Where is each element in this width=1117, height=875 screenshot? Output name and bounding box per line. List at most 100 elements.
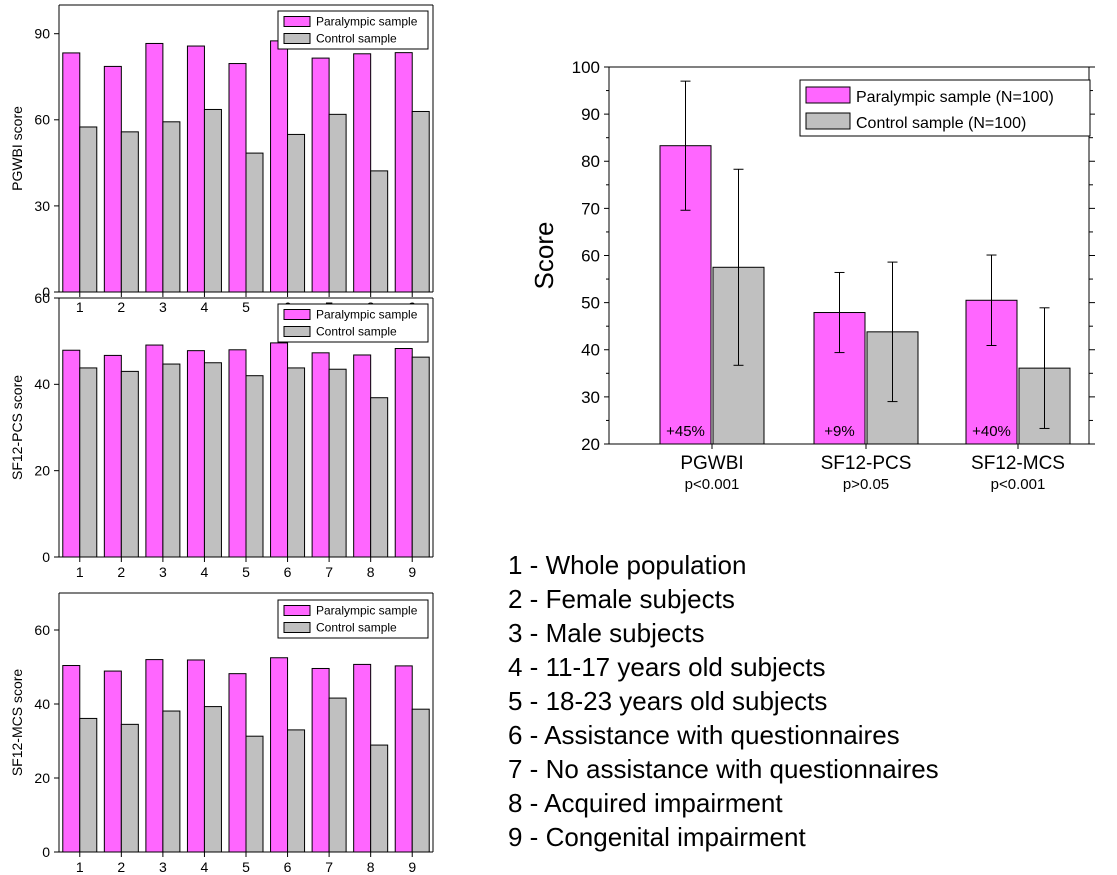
legend-swatch-paralympic <box>283 16 311 27</box>
group-legend-item-3: 3 - Male subjects <box>508 618 705 648</box>
x-sublabel-1: p<0.001 <box>685 476 740 493</box>
chart-legend: Paralympic sample Control sample <box>277 303 429 343</box>
x-tick-label-5: 5 <box>242 859 250 875</box>
chart-legend: Paralympic sample Control sample <box>277 599 429 639</box>
chart-panel-2: 1 2 3 4 5 6 7 8 9 0 20 40 60 SF12-PCS score Paralympic… <box>9 290 434 580</box>
y-tick-label-4: 60 <box>34 622 50 638</box>
bar-control-8 <box>370 397 389 558</box>
x-tick-label-9: 9 <box>408 564 416 580</box>
y-tick-label-4: 90 <box>34 26 50 42</box>
bar-annotation-3: +40% <box>972 423 1011 440</box>
bar-control-7 <box>328 368 347 558</box>
legend-label-paralympic: Paralympic sample (N=100) <box>856 89 1054 106</box>
group-legend-item-5: 5 - 18-23 years old subjects <box>508 686 828 716</box>
y-tick-label-1: 0 <box>42 549 50 565</box>
bar-paralympic-8 <box>353 53 372 293</box>
legend-label-paralympic: Paralympic sample <box>316 15 418 29</box>
x-tick-label-1: 1 <box>76 859 84 875</box>
y-tick-label-2: 20 <box>34 463 50 479</box>
bar-paralympic-2 <box>103 670 122 853</box>
bar-paralympic-8 <box>353 354 372 558</box>
x-tick-label-8: 8 <box>367 859 375 875</box>
y-tick-label-6: 70 <box>581 199 600 218</box>
x-tick-label-6: 6 <box>284 564 292 580</box>
x-tick-label-1: 1 <box>76 564 84 580</box>
legend-label-paralympic: Paralympic sample <box>316 308 418 322</box>
x-tick-label-3: 3 <box>159 299 167 315</box>
y-tick-label-3: 60 <box>34 112 50 128</box>
bar-paralympic-5 <box>228 349 247 558</box>
group-legend-item-8: 8 - Acquired impairment <box>508 788 783 818</box>
y-tick-label-2: 30 <box>581 388 600 407</box>
x-tick-label-2: 2 <box>117 299 125 315</box>
legend-label-control: Control sample (N=100) <box>856 115 1026 132</box>
bar-annotation-2: +9% <box>824 423 854 440</box>
bar-paralympic-1 <box>62 665 81 853</box>
bar-control-3 <box>162 710 181 853</box>
y-tick-label-2: 30 <box>34 198 50 214</box>
chart-panel-3: 1 2 3 4 5 6 7 8 9 0 20 40 60 SF12-MCS score Paralympic… <box>9 592 434 875</box>
bar-control-4 <box>203 362 222 558</box>
chart-legend: Paralympic sample Control sample <box>277 10 429 50</box>
bar-control-4 <box>203 108 222 293</box>
x-tick-label-3: 3 <box>159 859 167 875</box>
x-tick-label-5: 5 <box>242 564 250 580</box>
chart-legend: Paralympic sample (N=100) Control sample … <box>799 79 1091 137</box>
bar-paralympic-7 <box>311 57 330 293</box>
bar-paralympic-3 <box>145 659 164 853</box>
bar-control-5 <box>245 152 264 293</box>
bar-control-1 <box>79 126 98 293</box>
legend-label-control: Control sample <box>316 325 397 339</box>
bar-paralympic-6 <box>270 40 289 293</box>
x-tick-label-4: 4 <box>201 564 209 580</box>
legend-label-control: Control sample <box>316 621 397 635</box>
x-tick-label-7: 7 <box>325 564 333 580</box>
bar-control-3 <box>162 363 181 558</box>
x-tick-label-2: 2 <box>117 859 125 875</box>
bar-paralympic-8 <box>353 663 372 853</box>
y-tick-label-7: 80 <box>581 152 600 171</box>
y-tick-label-8: 90 <box>581 105 600 124</box>
bar-control-1 <box>79 367 98 558</box>
bar-paralympic-9 <box>394 665 413 853</box>
bar-control-7 <box>328 113 347 293</box>
legend-label-paralympic: Paralympic sample <box>316 604 418 618</box>
y-tick-label-1: 20 <box>581 435 600 454</box>
bar-paralympic-4 <box>186 45 205 293</box>
bar-control-6 <box>287 729 306 853</box>
bar-paralympic-9 <box>394 52 413 293</box>
x-tick-label-4: 4 <box>201 859 209 875</box>
bar-paralympic-7 <box>311 352 330 558</box>
x-tick-label-3: 3 <box>159 564 167 580</box>
bar-control-2 <box>120 370 139 558</box>
bar-control-3 <box>162 121 181 293</box>
group-legend-item-4: 4 - 11-17 years old subjects <box>508 652 826 682</box>
bar-paralympic-3 <box>145 42 164 293</box>
bar-control-6 <box>287 367 306 558</box>
bar-control-8 <box>370 744 389 853</box>
bar-paralympic-2 <box>103 354 122 558</box>
bar-paralympic-4 <box>186 659 205 853</box>
bar-control-5 <box>245 735 264 853</box>
group-legend-item-6: 6 - Assistance with questionnaires <box>508 720 900 750</box>
bar-paralympic-5 <box>228 673 247 853</box>
bar-control-8 <box>370 170 389 293</box>
x-tick-label-1: PGWBI <box>680 453 743 474</box>
legend-label-control: Control sample <box>316 32 397 46</box>
bar-paralympic-5 <box>228 63 247 293</box>
group-legend-item-2: 2 - Female subjects <box>508 584 735 614</box>
y-tick-label-9: 100 <box>572 58 600 77</box>
x-sublabel-3: p<0.001 <box>991 476 1046 493</box>
legend-swatch-control <box>283 622 311 633</box>
legend-swatch-control <box>805 112 851 130</box>
group-legend-list: 1 - Whole population 2 - Female subjects… <box>508 548 939 854</box>
legend-swatch-control <box>283 33 311 44</box>
legend-swatch-paralympic <box>805 86 851 104</box>
legend-swatch-paralympic <box>283 605 311 616</box>
y-tick-label-4: 60 <box>34 290 50 306</box>
x-tick-label-5: 5 <box>242 299 250 315</box>
bar-control-9 <box>411 110 430 293</box>
bar-control-5 <box>245 375 264 558</box>
bar-paralympic-4 <box>186 350 205 558</box>
